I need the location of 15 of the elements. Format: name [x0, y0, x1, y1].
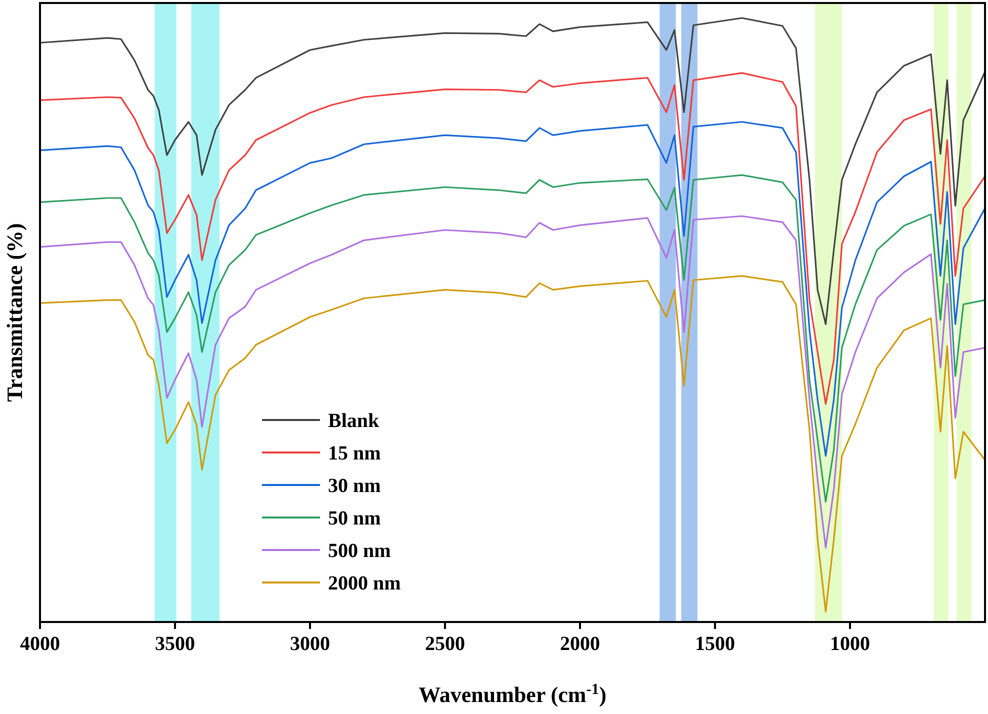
x-tick-label: 3500: [155, 633, 195, 655]
legend-label: 500 nm: [328, 540, 392, 562]
x-tick-label: 1500: [695, 633, 735, 655]
legend-label: 30 nm: [328, 475, 382, 497]
legend-label: Blank: [328, 410, 380, 432]
legend-label: 2000 nm: [328, 572, 402, 594]
y-axis-title: Transmittance (%): [2, 223, 27, 402]
legend-label: 50 nm: [328, 508, 382, 530]
x-tick-label: 2000: [560, 633, 600, 655]
x-tick-label: 3000: [290, 633, 330, 655]
x-tick-label: 1000: [830, 633, 870, 655]
legend-label: 15 nm: [328, 442, 382, 464]
x-axis-title: Wavenumber (cm$^{-1}$): [418, 680, 606, 707]
x-tick-label: 4000: [20, 633, 60, 655]
x-tick-label: 2500: [425, 633, 465, 655]
